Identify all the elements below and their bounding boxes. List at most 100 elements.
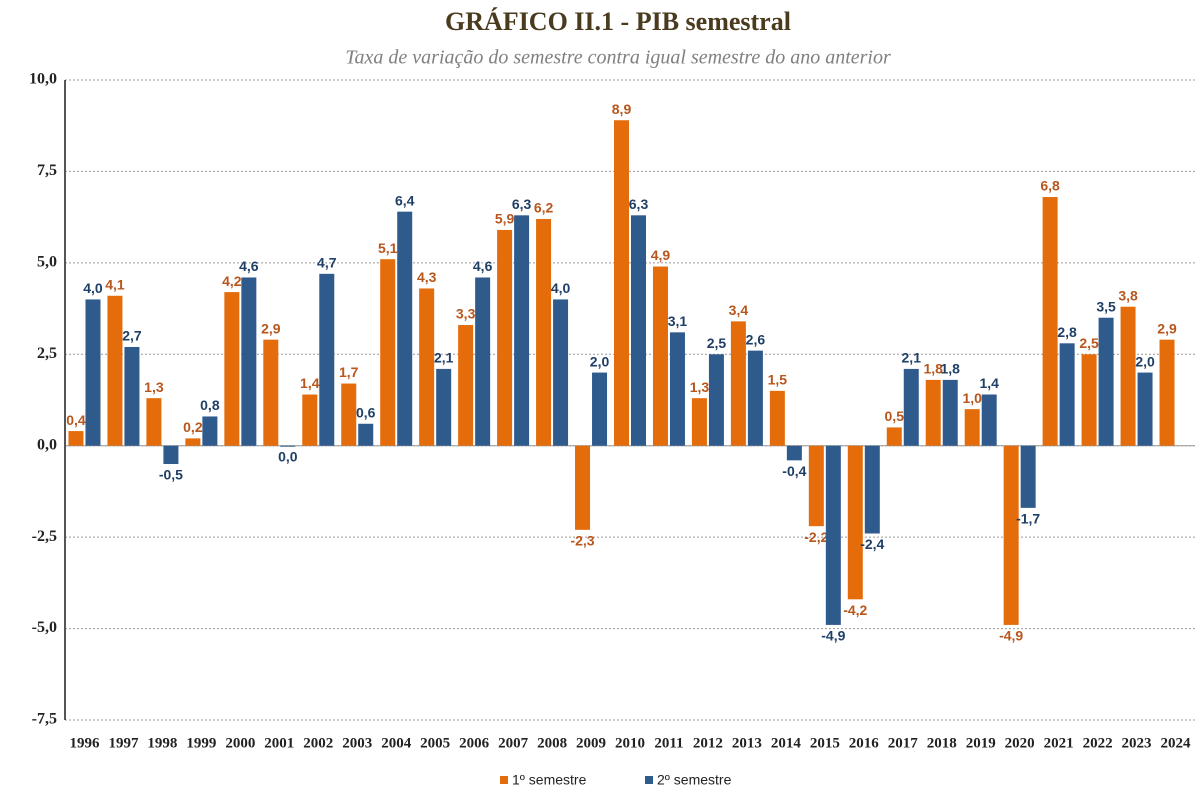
value-label: 2,0	[1135, 353, 1155, 369]
value-label: 6,3	[629, 196, 649, 212]
value-label: 2,9	[1157, 320, 1177, 336]
value-label: 4,0	[551, 280, 571, 296]
y-tick-label: 7,5	[37, 162, 57, 179]
bar	[708, 354, 724, 446]
value-label: 4,9	[651, 247, 671, 263]
bar	[769, 390, 785, 446]
x-tick-label: 1999	[186, 735, 216, 751]
bar	[319, 273, 335, 446]
value-label: 5,1	[378, 240, 398, 256]
bar	[964, 409, 980, 446]
bar	[1120, 306, 1136, 446]
bar	[631, 215, 646, 446]
value-label: 0,8	[200, 397, 220, 413]
x-tick-label: 2017	[888, 735, 919, 751]
bar	[652, 266, 668, 446]
bar	[747, 350, 763, 446]
value-label: 3,1	[668, 313, 688, 329]
x-tick-label: 2018	[927, 735, 957, 751]
value-label: -2,2	[804, 529, 828, 545]
bar	[68, 431, 84, 446]
y-tick-label: 5,0	[37, 254, 57, 271]
bar	[691, 398, 707, 446]
x-tick-label: 2023	[1122, 735, 1152, 751]
value-label: 3,5	[1096, 298, 1116, 314]
x-tick-label: 2005	[420, 735, 450, 751]
value-label: 4,3	[417, 269, 437, 285]
chart-title: GRÁFICO II.1 - PIB semestral	[445, 7, 791, 36]
x-tick-label: 2002	[303, 735, 333, 751]
value-label: 1,3	[690, 379, 710, 395]
value-label: -4,9	[999, 628, 1023, 644]
x-tick-label: 2013	[732, 735, 762, 751]
value-label: 3,8	[1118, 287, 1138, 303]
value-label: 1,8	[923, 361, 943, 377]
bar	[85, 299, 101, 446]
bar	[1059, 343, 1075, 446]
bar	[475, 277, 491, 446]
legend-label: 1º semestre	[512, 772, 587, 787]
y-tick-label: 2,5	[37, 345, 57, 362]
y-tick-label: 0,0	[37, 436, 57, 453]
value-label: 2,7	[122, 328, 142, 344]
bar	[786, 445, 802, 461]
y-tick-label: -7,5	[32, 711, 57, 728]
bar	[497, 229, 513, 446]
value-label: 4,7	[317, 255, 337, 271]
value-label: 6,8	[1040, 178, 1060, 194]
bar	[808, 445, 824, 527]
bar	[1042, 197, 1058, 446]
bar	[847, 445, 863, 600]
bar	[514, 215, 530, 446]
bar	[536, 218, 552, 446]
bar	[864, 445, 880, 534]
value-label: -4,9	[821, 628, 845, 644]
x-tick-label: 2008	[537, 735, 567, 751]
x-tick-label: 2012	[693, 735, 723, 751]
bar	[1098, 317, 1114, 446]
bar	[942, 379, 958, 446]
value-label: 1,4	[300, 375, 320, 391]
x-tick-label: 2021	[1044, 735, 1074, 751]
value-label: 0,4	[66, 412, 86, 428]
value-label: 1,8	[940, 361, 960, 377]
x-tick-label: 2010	[615, 735, 645, 751]
bar	[1159, 339, 1175, 446]
bar	[825, 445, 841, 625]
value-label: 4,6	[239, 258, 259, 274]
x-tick-label: 2007	[498, 735, 529, 751]
bar	[280, 445, 296, 447]
value-label: 4,2	[222, 273, 242, 289]
bar	[669, 332, 685, 446]
bar	[185, 438, 201, 446]
bar	[575, 445, 591, 530]
bar	[302, 394, 318, 446]
value-label: 6,3	[512, 196, 532, 212]
value-label: 2,0	[590, 353, 610, 369]
value-label: 2,1	[902, 350, 922, 366]
legend-label: 2º semestre	[657, 772, 732, 787]
x-tick-label: 2009	[576, 735, 606, 751]
value-label: 2,9	[261, 320, 281, 336]
bar	[107, 295, 123, 446]
value-label: 1,3	[144, 379, 164, 395]
bar	[458, 325, 474, 446]
value-label: 0,6	[356, 404, 376, 420]
bar	[224, 292, 240, 446]
value-label: 2,1	[434, 350, 454, 366]
value-label: 0,0	[278, 448, 298, 464]
value-label: 4,0	[83, 280, 103, 296]
bar	[1081, 354, 1097, 446]
bar	[436, 368, 452, 446]
bar	[981, 394, 997, 446]
value-label: -4,2	[843, 602, 867, 618]
x-tick-label: 2011	[654, 735, 683, 751]
bar	[903, 368, 919, 446]
bar	[380, 259, 396, 446]
value-label: -2,3	[570, 533, 594, 549]
x-tick-label: 2006	[459, 735, 490, 751]
value-label: 0,2	[183, 419, 203, 435]
bar	[1020, 445, 1036, 508]
bar	[1003, 445, 1019, 625]
y-tick-label: 10,0	[29, 71, 57, 88]
